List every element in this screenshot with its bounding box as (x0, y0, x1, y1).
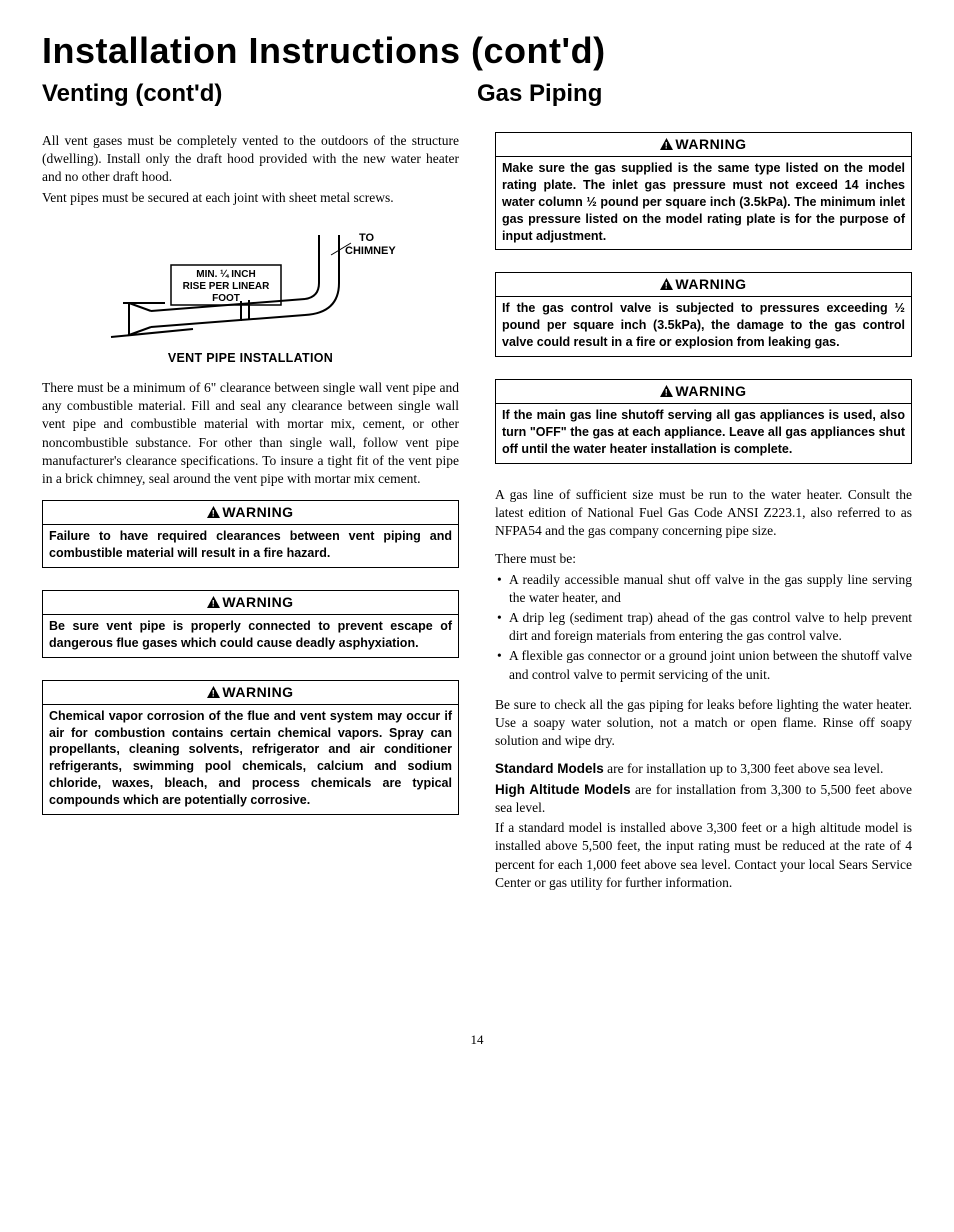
figure-caption: VENT PIPE INSTALLATION (91, 351, 411, 365)
warning-triangle-icon: ! (207, 685, 220, 701)
svg-text:FOOT: FOOT (212, 293, 240, 304)
venting-intro-1: All vent gases must be completely vented… (42, 132, 459, 187)
warning-label: WARNING (675, 276, 746, 292)
warning-body: If the main gas line shutoff serving all… (496, 404, 911, 463)
there-must-be-lead: There must be: (495, 550, 912, 568)
svg-text:!: ! (665, 388, 669, 398)
clearance-paragraph: There must be a minimum of 6" clearance … (42, 379, 459, 488)
vent-pipe-figure: TO CHIMNEY MIN. ¼ INCH RISE PER LINEAR F… (91, 225, 411, 365)
warning-header: ! WARNING (496, 133, 911, 157)
standard-models-p: Standard Models are for installation up … (495, 760, 912, 778)
svg-text:!: ! (212, 598, 216, 608)
warning-valve-pressure: ! WARNING If the gas control valve is su… (495, 272, 912, 357)
svg-text:CHIMNEY: CHIMNEY (345, 245, 396, 257)
venting-heading: Venting (cont'd) (42, 80, 477, 108)
high-altitude-p: High Altitude Models are for installatio… (495, 781, 912, 817)
warning-body: Be sure vent pipe is properly connected … (43, 615, 458, 657)
warning-triangle-icon: ! (660, 137, 673, 153)
left-column: All vent gases must be completely vented… (42, 132, 459, 902)
venting-intro-2: Vent pipes must be secured at each joint… (42, 189, 459, 207)
svg-text:!: ! (212, 509, 216, 519)
warning-label: WARNING (222, 504, 293, 520)
warning-body: Chemical vapor corrosion of the flue and… (43, 705, 458, 814)
warning-label: WARNING (675, 136, 746, 152)
page-title: Installation Instructions (cont'd) (42, 30, 912, 72)
vent-pipe-diagram: TO CHIMNEY MIN. ¼ INCH RISE PER LINEAR F… (91, 225, 411, 345)
to-chimney-label: TO (359, 232, 375, 244)
list-item: A readily accessible manual shut off val… (495, 571, 912, 607)
warning-header: ! WARNING (43, 681, 458, 705)
warning-triangle-icon: ! (207, 505, 220, 521)
leak-check-p: Be sure to check all the gas piping for … (495, 696, 912, 751)
warning-chemical-corrosion: ! WARNING Chemical vapor corrosion of th… (42, 680, 459, 815)
warning-triangle-icon: ! (660, 277, 673, 293)
svg-text:!: ! (665, 141, 669, 151)
warning-triangle-icon: ! (207, 595, 220, 611)
svg-text:!: ! (212, 688, 216, 698)
warning-gas-pressure: ! WARNING Make sure the gas supplied is … (495, 132, 912, 250)
warning-clearance: ! WARNING Failure to have required clear… (42, 500, 459, 568)
warning-label: WARNING (222, 594, 293, 610)
altitude-derate-p: If a standard model is installed above 3… (495, 819, 912, 892)
warning-header: ! WARNING (496, 380, 911, 404)
warning-body: If the gas control valve is subjected to… (496, 297, 911, 356)
warning-label: WARNING (222, 684, 293, 700)
list-item: A flexible gas connector or a ground joi… (495, 647, 912, 683)
warning-body: Failure to have required clearances betw… (43, 525, 458, 567)
gas-piping-heading: Gas Piping (477, 80, 912, 108)
warning-header: ! WARNING (43, 591, 458, 615)
standard-models-text: are for installation up to 3,300 feet ab… (604, 761, 884, 776)
list-item: A drip leg (sediment trap) ahead of the … (495, 609, 912, 645)
warning-label: WARNING (675, 383, 746, 399)
warning-vent-connection: ! WARNING Be sure vent pipe is properly … (42, 590, 459, 658)
high-altitude-label: High Altitude Models (495, 782, 631, 797)
two-column-layout: All vent gases must be completely vented… (42, 132, 912, 902)
page-number: 14 (42, 1032, 912, 1048)
gas-line-size-p: A gas line of sufficient size must be ru… (495, 486, 912, 541)
svg-text:MIN. ¼ INCH: MIN. ¼ INCH (196, 269, 255, 280)
subheadings-row: Venting (cont'd) Gas Piping (42, 80, 912, 132)
warning-header: ! WARNING (43, 501, 458, 525)
svg-text:RISE PER LINEAR: RISE PER LINEAR (182, 281, 269, 292)
warning-header: ! WARNING (496, 273, 911, 297)
standard-models-label: Standard Models (495, 761, 604, 776)
requirements-list: A readily accessible manual shut off val… (495, 571, 912, 684)
warning-main-shutoff: ! WARNING If the main gas line shutoff s… (495, 379, 912, 464)
warning-body: Make sure the gas supplied is the same t… (496, 157, 911, 249)
svg-text:!: ! (665, 281, 669, 291)
right-column: ! WARNING Make sure the gas supplied is … (495, 132, 912, 902)
warning-triangle-icon: ! (660, 384, 673, 400)
